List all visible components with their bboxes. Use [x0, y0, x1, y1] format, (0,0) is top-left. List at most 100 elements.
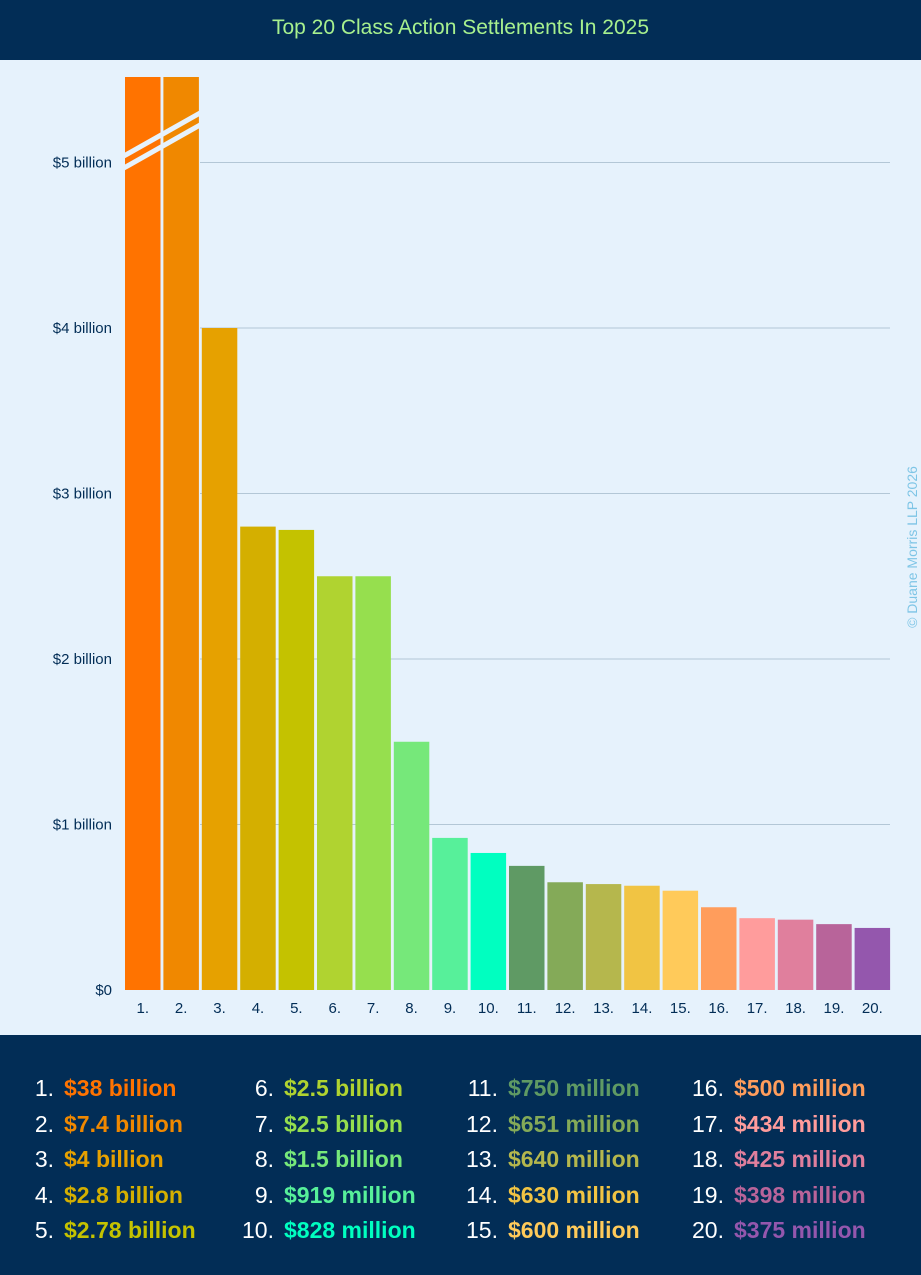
x-tick-label-1: 1.: [136, 1000, 149, 1017]
legend-item-3: 3. $4 billion: [20, 1144, 164, 1174]
x-tick-label-3: 3.: [213, 1000, 226, 1017]
legend-value: $630 million: [508, 1181, 640, 1208]
legend-item-13: 13. $640 million: [452, 1144, 640, 1174]
bar-11: [509, 865, 545, 990]
legend-rank: 8.: [254, 1146, 274, 1172]
legend-rank: 16.: [692, 1075, 724, 1101]
legend-item-14: 14. $630 million: [452, 1180, 640, 1210]
x-tick-label-7: 7.: [367, 1000, 380, 1017]
x-tick-label-19: 19.: [824, 1000, 845, 1017]
legend-value: $600 million: [508, 1217, 640, 1243]
x-tick-label-9: 9.: [444, 1000, 457, 1017]
legend-rank: 15.: [466, 1217, 498, 1243]
legend-value: $828 million: [284, 1217, 416, 1243]
x-tick-label-16: 16.: [708, 1000, 729, 1017]
legend-value: $919 million: [284, 1181, 416, 1208]
legend-value: $434 million: [734, 1110, 866, 1137]
legend-rank: 14.: [466, 1181, 498, 1208]
x-tick-label-14: 14.: [632, 1000, 653, 1017]
x-tick-label-18: 18.: [785, 1000, 806, 1017]
legend-item-9: 9. $919 million: [228, 1180, 416, 1210]
legend-item-17: 17. $434 million: [678, 1109, 866, 1139]
legend-rank: 18.: [692, 1146, 724, 1172]
legend-item-12: 12. $651 million: [452, 1109, 640, 1139]
legend-value: $2.5 billion: [284, 1110, 403, 1137]
legend-rank: 9.: [254, 1181, 274, 1208]
x-tick-label-11: 11.: [517, 1000, 537, 1017]
legend-rank: 10.: [242, 1217, 274, 1243]
legend-value: $2.78 billion: [64, 1217, 196, 1243]
bar-19: [816, 924, 852, 990]
legend-rank: 4.: [34, 1181, 54, 1208]
chart-title: Top 20 Class Action Settlements In 2025: [271, 16, 650, 39]
legend-rank: 1.: [34, 1075, 54, 1101]
legend-rank: 20.: [692, 1217, 724, 1243]
legend-item-18: 18. $425 million: [678, 1144, 866, 1174]
x-tick-label-4: 4.: [252, 1000, 265, 1017]
legend-value: $375 million: [734, 1217, 866, 1243]
legend-rank: 11.: [467, 1075, 498, 1101]
bar-6: [317, 576, 353, 990]
legend-item-20: 20. $375 million: [678, 1215, 866, 1245]
bar-2: [163, 77, 199, 990]
legend-value: $651 million: [508, 1110, 640, 1137]
legend-item-16: 16. $500 million: [678, 1073, 866, 1103]
bar-17: [739, 918, 775, 990]
bar-20: [854, 927, 891, 990]
legend-item-7: 7. $2.5 billion: [228, 1109, 403, 1139]
legend-panel: 1. $38 billion 2. $7.4 billion 3. $4 billion 4…: [0, 1035, 921, 1275]
legend-value: $38 billion: [64, 1075, 177, 1101]
bar-10: [470, 852, 507, 990]
legend-item-6: 6. $2.5 billion: [228, 1073, 403, 1103]
legend-item-19: 19. $398 million: [678, 1180, 866, 1210]
legend-rank: 5.: [34, 1217, 54, 1243]
bar-1: [125, 77, 161, 990]
bar-14: [624, 885, 660, 990]
legend-rank: 7.: [254, 1110, 274, 1137]
x-tick-label-2: 2.: [175, 1000, 188, 1017]
bar-16: [701, 907, 737, 990]
legend-value: $500 million: [734, 1075, 866, 1101]
legend-value: $2.8 billion: [64, 1181, 183, 1208]
y-tick-label-5: $5 billion: [53, 155, 112, 172]
x-tick-label-5: 5.: [290, 1000, 303, 1017]
bar-12: [547, 882, 583, 990]
legend-item-1: 1. $38 billion: [20, 1073, 177, 1103]
legend-item-10: 10. $828 million: [228, 1215, 416, 1245]
x-tick-label-6: 6.: [328, 1000, 341, 1017]
x-tick-label-8: 8.: [405, 1000, 418, 1017]
bar-5: [278, 529, 315, 990]
x-tick-label-15: 15.: [670, 1000, 691, 1017]
y-tick-label-0: $0: [95, 982, 112, 999]
legend-rank: 12.: [466, 1110, 498, 1137]
bar-18: [777, 919, 814, 990]
legend-item-8: 8. $1.5 billion: [228, 1144, 403, 1174]
legend-item-4: 4. $2.8 billion: [20, 1180, 183, 1210]
legend-rank: 19.: [692, 1181, 724, 1208]
legend-item-5: 5. $2.78 billion: [20, 1215, 196, 1245]
bar-7: [355, 576, 391, 990]
chart-area: $0 $1 billion $2 billion $3 billion $4 billi…: [0, 60, 921, 1035]
bar-9: [432, 837, 468, 990]
legend-value: $750 million: [508, 1075, 640, 1101]
x-tick-label-13: 13.: [593, 1000, 614, 1017]
bar-15: [662, 890, 699, 990]
x-tick-label-20: 20.: [862, 1000, 883, 1017]
legend-rank: 6.: [254, 1075, 274, 1101]
x-tick-label-17: 17.: [747, 1000, 768, 1017]
x-tick-label-10: 10.: [478, 1000, 499, 1017]
legend-rank: 2.: [34, 1110, 54, 1137]
y-tick-label-2: $2 billion: [53, 651, 112, 668]
legend-rank: 13.: [466, 1146, 498, 1172]
bar-4: [240, 526, 276, 990]
legend-value: $4 billion: [64, 1146, 164, 1172]
legend-value: $425 million: [734, 1146, 866, 1172]
bar-3: [201, 328, 238, 990]
copyright-notice: © Duane Morris LLP 2026: [904, 466, 920, 628]
axis-break-mark-1: [121, 122, 203, 171]
legend-value: $1.5 billion: [284, 1146, 403, 1172]
bar-13: [585, 884, 622, 990]
title-band: Top 20 Class Action Settlements In 2025: [0, 0, 921, 60]
legend-rank: 17.: [692, 1110, 724, 1137]
legend-value: $640 million: [508, 1146, 640, 1172]
